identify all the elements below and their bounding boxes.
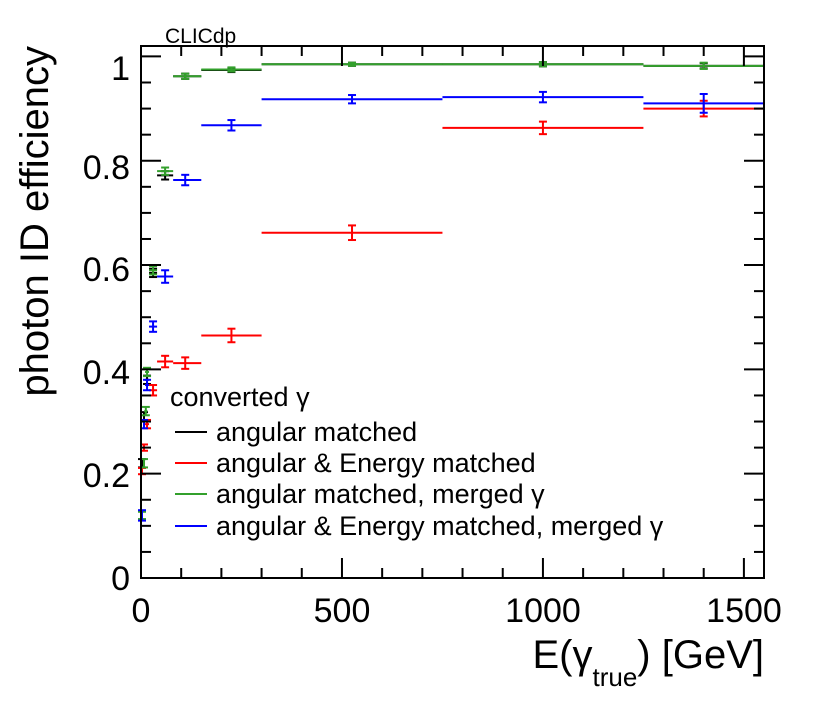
tick-marks — [140, 46, 764, 579]
y-tick-label: 0.4 — [83, 354, 130, 392]
x-tick-label: 500 — [314, 592, 371, 630]
data-point — [201, 327, 262, 344]
data-point — [173, 173, 202, 187]
legend-entry-angular-energy-matched: angular & Energy matched — [216, 448, 536, 478]
x-axis-title-main: E( — [532, 633, 573, 677]
data-point — [261, 61, 443, 67]
y-tick-labels: 0 0.2 0.4 0.6 0.8 1 — [83, 50, 130, 598]
series-angular-energy-matched-merged- — [138, 90, 764, 522]
legend-entry-angular-matched: angular matched — [216, 417, 417, 447]
data-point — [173, 356, 202, 370]
x-tick-labels: 0 500 1000 1500 — [132, 592, 782, 630]
x-tick-label: 0 — [132, 592, 151, 630]
series-angular-energy-matched — [138, 99, 764, 476]
x-axis-title-tail: ) [GeV] — [637, 633, 764, 677]
x-tick-label: 1500 — [706, 592, 782, 630]
legend-entry-angular-energy-merged: angular & Energy matched, merged γ — [216, 511, 664, 541]
data-point — [261, 224, 443, 242]
y-axis-title: photon ID efficiency — [13, 46, 57, 397]
y-tick-label: 0.8 — [83, 149, 130, 187]
legend: converted γ angular matched angular & En… — [170, 382, 664, 541]
x-axis-title-greek: γ — [572, 633, 592, 677]
data-layer — [138, 61, 764, 522]
data-point — [201, 66, 262, 73]
data-point — [442, 120, 644, 136]
data-point — [442, 90, 644, 104]
experiment-tag: CLICdp — [165, 25, 236, 48]
x-tick-label: 1000 — [505, 592, 581, 630]
data-point — [201, 119, 262, 132]
data-point — [149, 320, 158, 333]
data-point — [157, 354, 174, 369]
y-tick-label: 0.2 — [83, 457, 130, 495]
plot-frame — [140, 45, 765, 579]
data-point — [141, 405, 150, 417]
legend-entry-angular-merged: angular matched, merged γ — [216, 479, 545, 509]
y-tick-label: 0 — [111, 560, 130, 598]
data-point — [157, 166, 174, 176]
data-point — [143, 378, 152, 392]
y-tick-label: 0.6 — [83, 251, 130, 289]
data-point — [261, 94, 443, 105]
data-point — [157, 269, 174, 284]
data-point — [643, 61, 764, 70]
x-axis-title: E(γtrue) [GeV] — [532, 633, 764, 692]
legend-header: converted γ — [170, 382, 310, 412]
data-point — [149, 265, 158, 276]
data-point — [643, 92, 764, 114]
data-point — [173, 72, 202, 80]
x-axis-title-sub: true — [592, 662, 637, 692]
y-tick-label: 1 — [111, 50, 130, 88]
